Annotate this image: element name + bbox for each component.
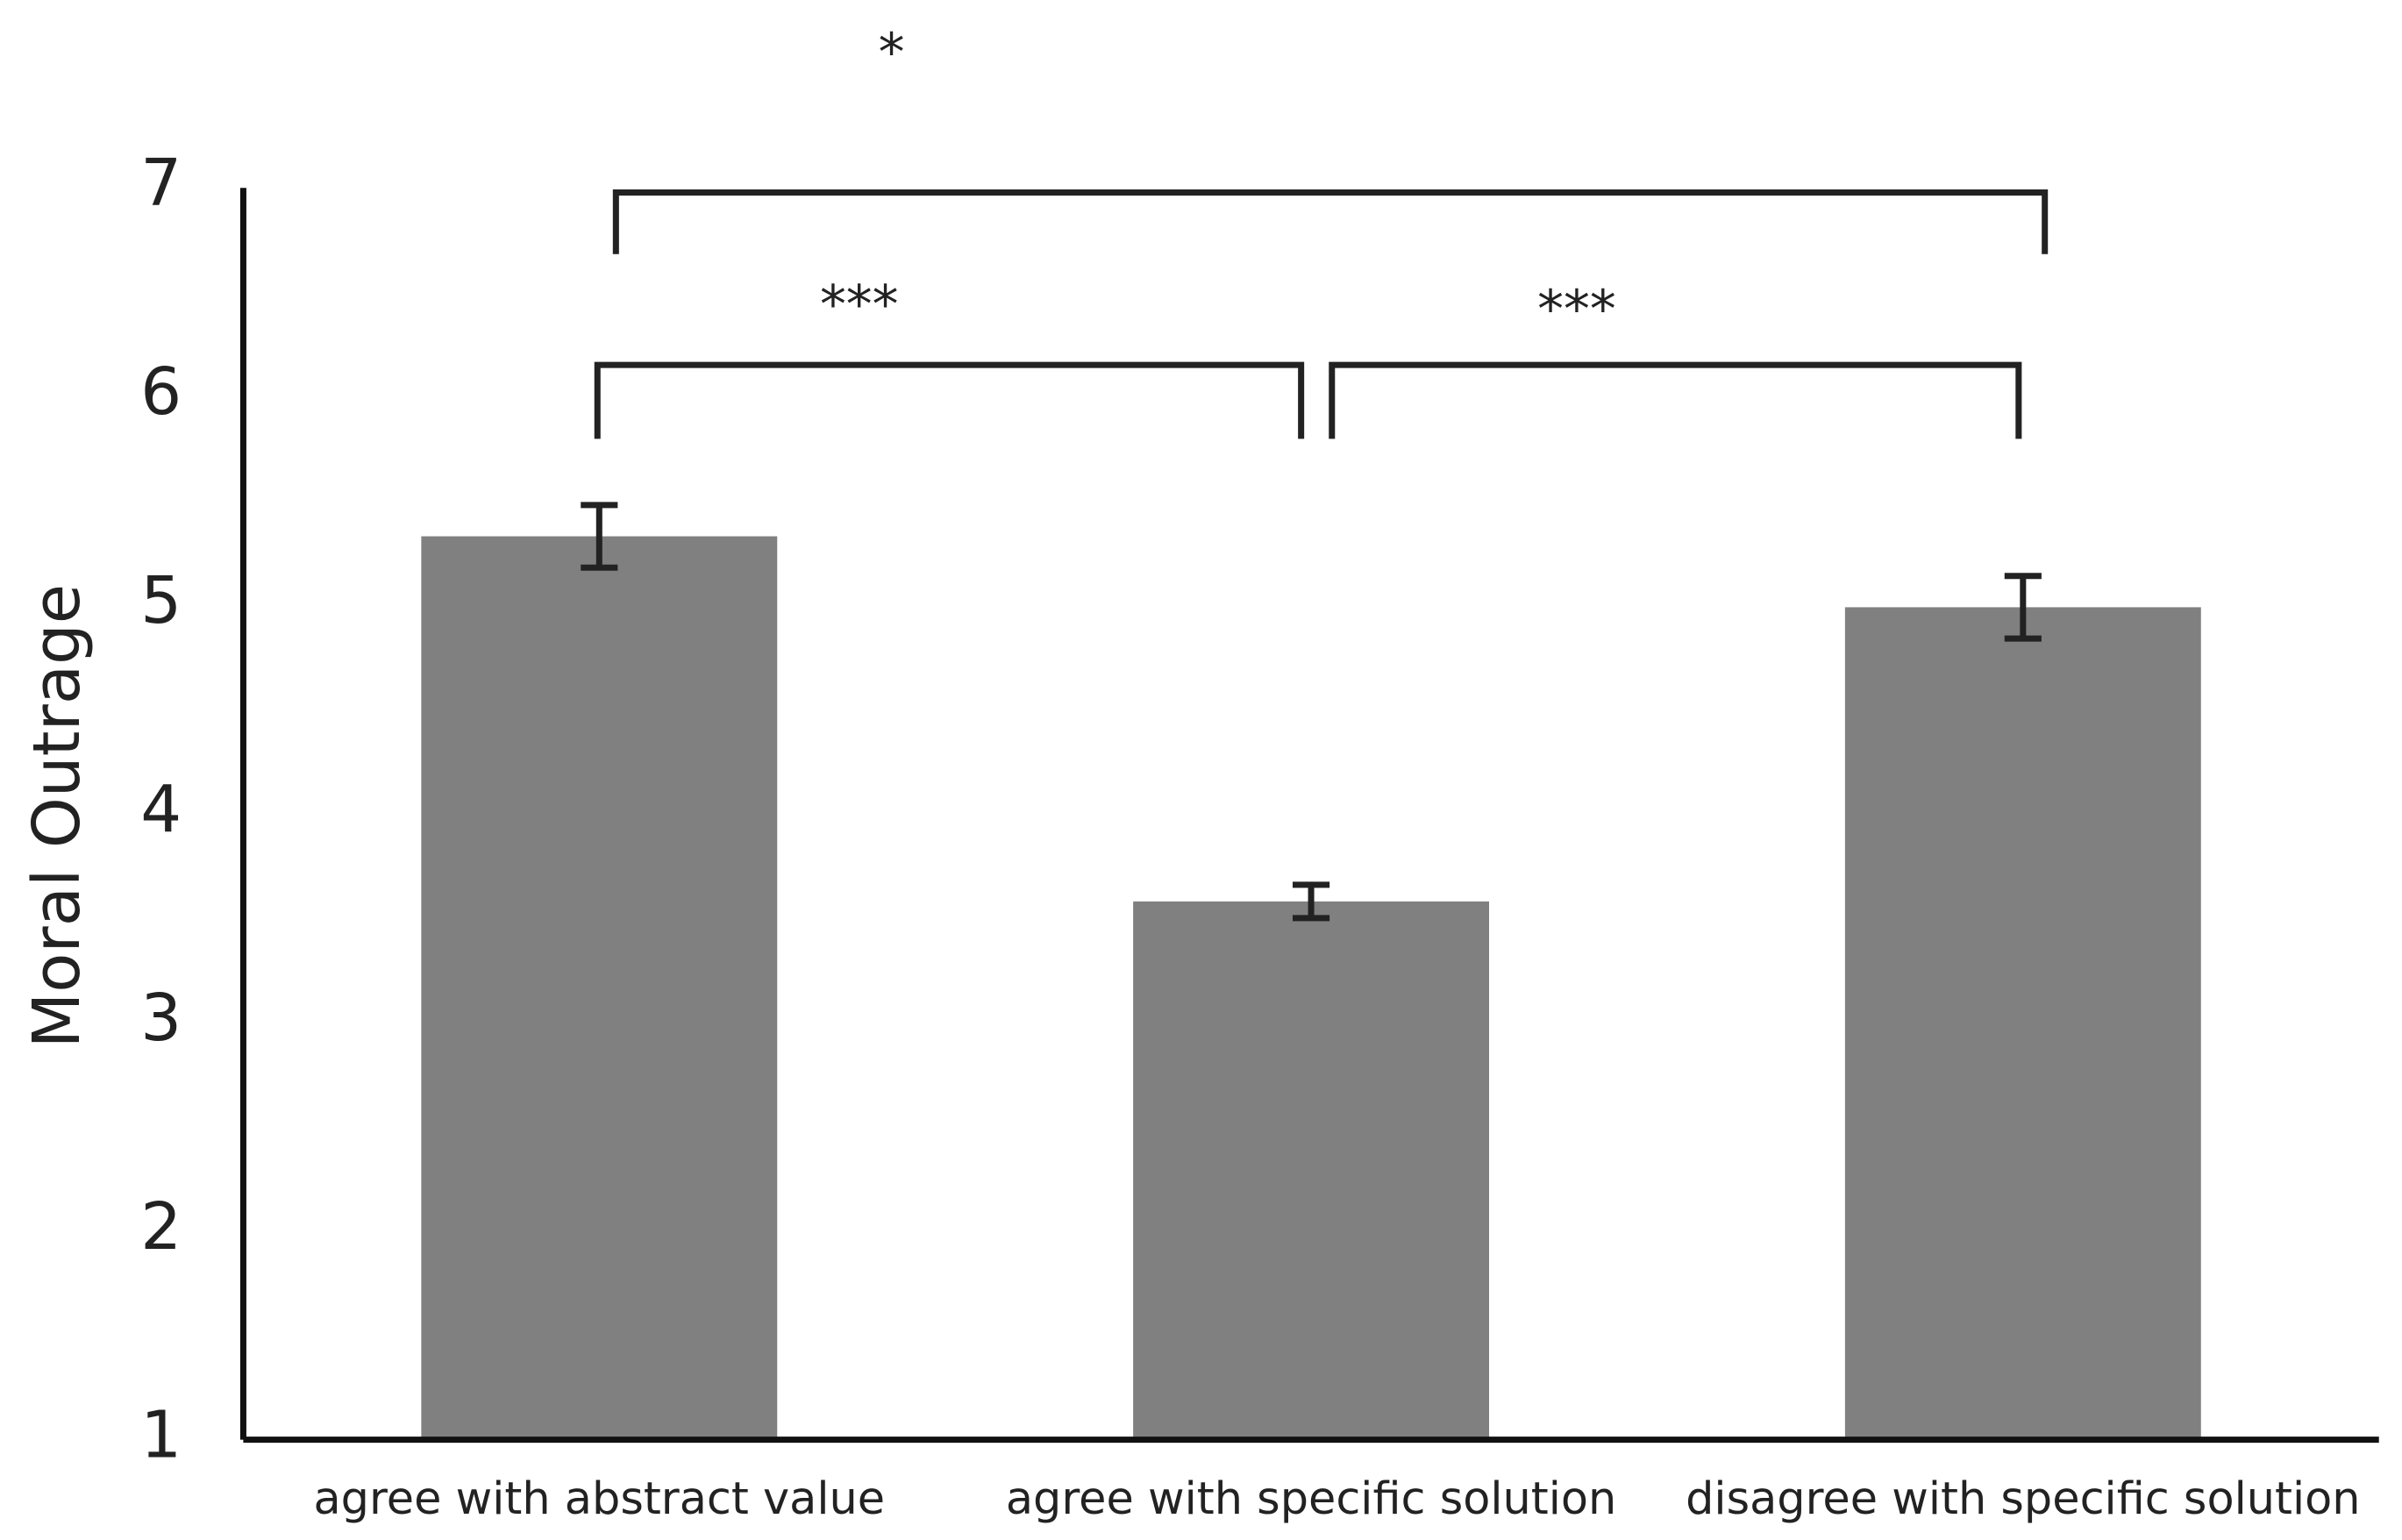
error-bar — [581, 502, 618, 571]
bar — [421, 536, 778, 1440]
x-tick-label: disagree with specific solution — [1686, 1473, 2360, 1525]
y-tick-label: 6 — [140, 355, 182, 430]
significance-label: *** — [820, 275, 899, 336]
significance-label: * — [879, 23, 905, 83]
plot: Moral Outrage * *** *** 1 2 3 4 5 6 7 agree wit… — [20, 23, 2379, 1525]
bar — [1133, 901, 1490, 1440]
bracket — [1329, 361, 2022, 439]
x-tick-label: agree with specific solution — [1006, 1473, 1616, 1525]
y-tick-label: 4 — [140, 773, 182, 847]
error-bar — [2004, 573, 2042, 642]
x-tick-label: agree with abstract value — [313, 1473, 885, 1525]
y-tick-label: 7 — [140, 146, 182, 221]
y-axis-label: Moral Outrage — [20, 584, 95, 1048]
bracket — [612, 189, 2049, 254]
error-bar — [1292, 881, 1330, 922]
y-tick-label: 1 — [140, 1399, 182, 1473]
bar — [1844, 607, 2201, 1440]
y-tick-label: 5 — [140, 564, 182, 638]
bracket — [594, 361, 1305, 439]
y-tick-label: 2 — [140, 1190, 182, 1265]
y-tick-label: 3 — [140, 981, 182, 1056]
significance-label: *** — [1537, 280, 1616, 340]
